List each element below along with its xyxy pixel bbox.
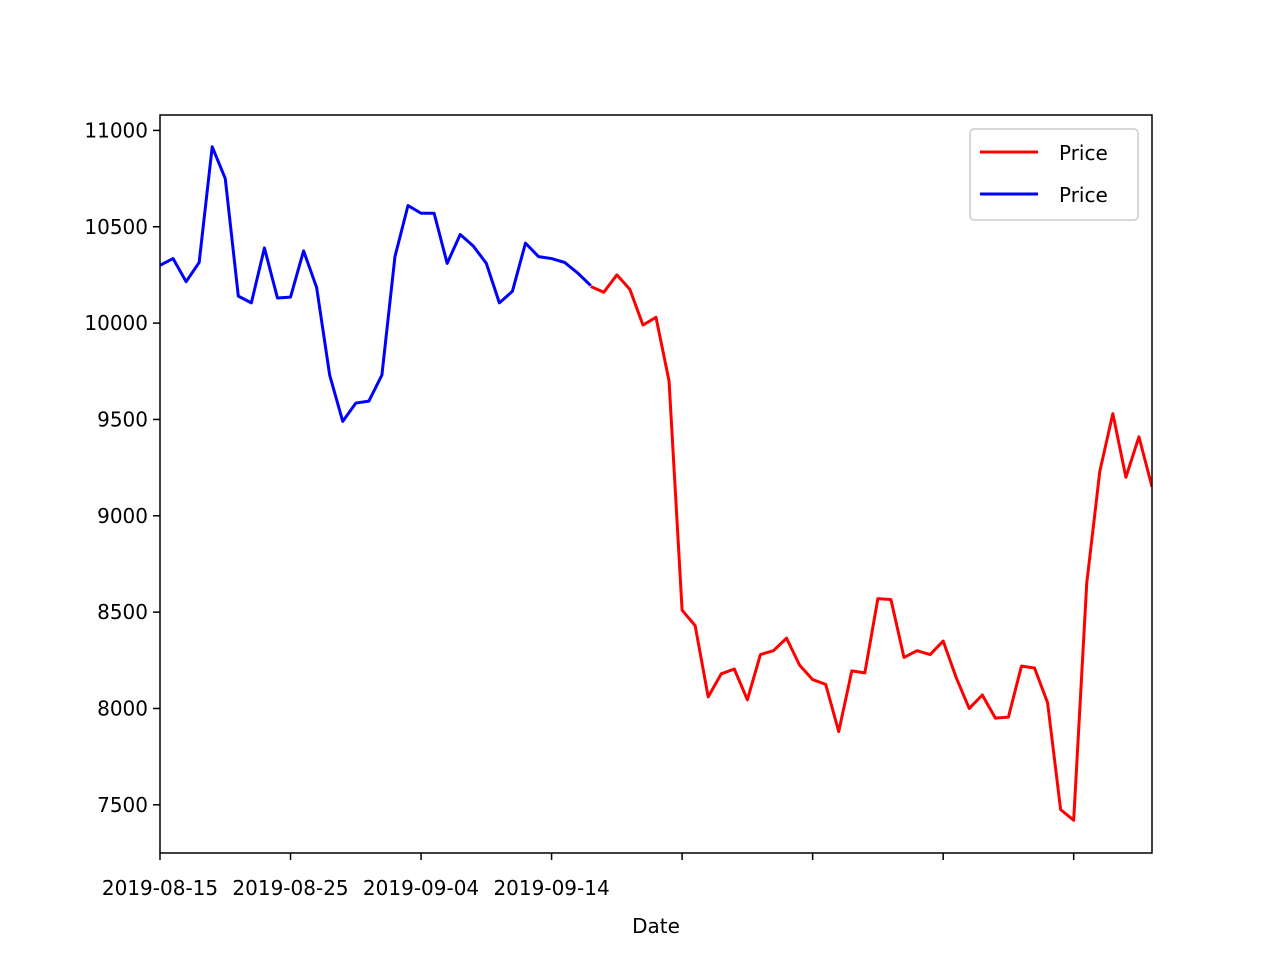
plot-area (160, 145, 1152, 822)
x-axis: 2019-08-15 2019-08-25 2019-09-04 2019-09-14 (102, 853, 1075, 900)
y-tick-label: 11000 (84, 118, 148, 142)
y-axis: 7500 8000 8500 9000 9500 10000 10500 11000 (84, 118, 160, 817)
x-axis-label: Date (632, 914, 680, 938)
x-tick-label: 2019-09-14 (493, 876, 609, 900)
y-tick-label: 10000 (84, 311, 148, 335)
series-line-2 (160, 145, 592, 423)
series-line-1 (590, 273, 1152, 822)
y-tick-label: 8000 (97, 696, 148, 720)
y-tick-label: 7500 (97, 793, 148, 817)
legend-label-series-2: Price (1059, 183, 1108, 207)
x-tick-label: 2019-09-04 (363, 876, 479, 900)
axes-frame (159, 114, 1153, 854)
y-tick-label: 8500 (97, 600, 148, 624)
y-tick-label: 10500 (84, 215, 148, 239)
x-tick-label: 2019-08-15 (102, 876, 218, 900)
legend-box (969, 128, 1139, 221)
y-tick-label: 9500 (97, 407, 148, 431)
legend: Price Price (969, 128, 1139, 221)
y-tick-label: 9000 (97, 504, 148, 528)
legend-label-series-1: Price (1059, 141, 1108, 165)
x-tick-label: 2019-08-25 (232, 876, 348, 900)
